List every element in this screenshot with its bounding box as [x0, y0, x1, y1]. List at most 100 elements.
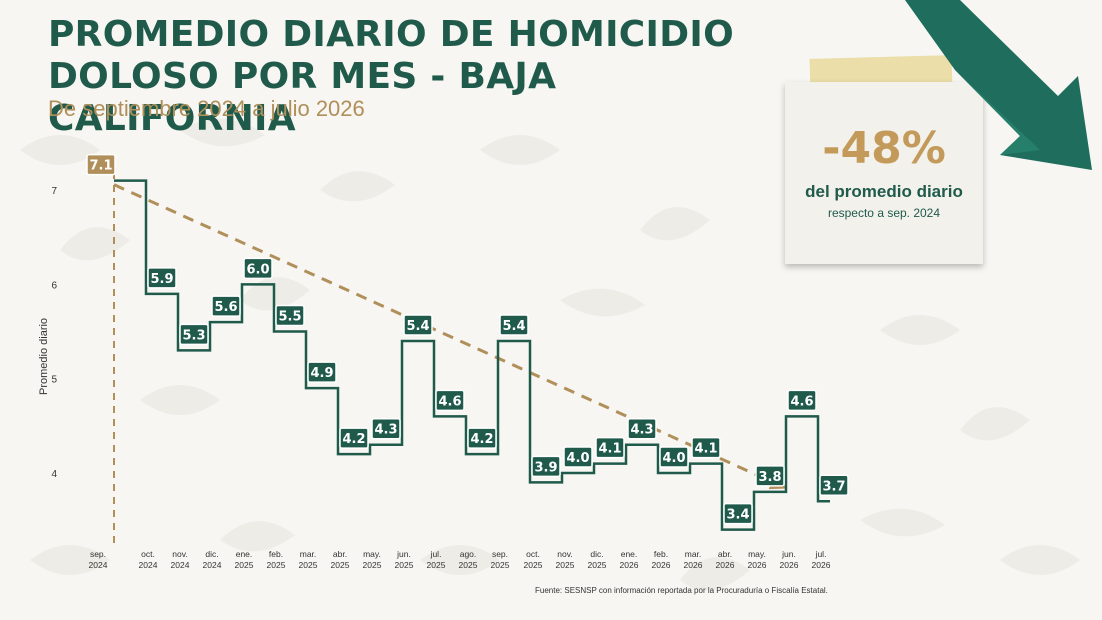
data-label: 4.3: [627, 417, 657, 440]
data-label-text: 4.1: [694, 442, 717, 457]
data-label-text: 4.2: [470, 432, 493, 447]
x-tick-month: mar.: [300, 549, 317, 559]
x-tick-label: mar.2025: [299, 549, 318, 570]
arrow-shade: [955, 70, 1040, 155]
data-label: 7.1: [86, 153, 116, 176]
data-label: 4.6: [435, 389, 465, 412]
data-label: 5.4: [499, 314, 529, 336]
x-tick-label: feb.2025: [267, 549, 286, 570]
data-label-box: [275, 304, 305, 327]
data-label-box: [147, 267, 177, 289]
page-subtitle: De septiembre 2024 a julio 2026: [48, 96, 365, 121]
data-label-box: [86, 153, 116, 176]
x-tick-month: sep.: [90, 549, 106, 559]
data-label: 5.5: [275, 304, 305, 327]
data-label-text: 3.9: [534, 460, 557, 475]
x-tick-month: oct.: [141, 549, 155, 559]
x-tick-month: jul.: [430, 549, 442, 559]
x-tick-label: nov.2024: [171, 549, 190, 570]
data-label: 3.4: [723, 502, 753, 525]
data-label-box: [403, 314, 433, 336]
data-label: 4.1: [691, 436, 721, 459]
x-tick-label: jun.2026: [780, 549, 799, 570]
x-tick-year: 2026: [716, 560, 735, 570]
x-tick-year: 2024: [89, 560, 108, 570]
data-label-box: [691, 436, 721, 459]
x-tick-year: 2026: [812, 560, 831, 570]
note-description: del promedio diario: [805, 182, 963, 201]
data-label-box: [563, 446, 593, 468]
data-label: 5.6: [211, 295, 241, 317]
data-label-box: [211, 295, 241, 317]
x-tick-label: ago.2025: [459, 549, 478, 570]
data-label: 4.2: [339, 427, 369, 449]
down-arrow-icon: [905, 0, 1092, 170]
y-tick-label: 4: [51, 469, 57, 480]
x-tick-month: jun.: [781, 549, 796, 559]
data-label-text: 7.1: [89, 159, 112, 174]
x-tick-year: 2026: [652, 560, 671, 570]
data-label-box: [243, 257, 273, 280]
x-tick-label: may.2025: [363, 549, 382, 570]
x-tick-year: 2024: [203, 560, 222, 570]
data-label: 4.0: [563, 446, 593, 468]
data-label: 3.9: [531, 455, 561, 478]
x-tick-month: ene.: [621, 549, 638, 559]
x-tick-label: sep.2024: [89, 549, 108, 570]
data-label-text: 4.6: [438, 394, 461, 409]
x-tick-year: 2025: [491, 560, 510, 570]
x-tick-label: jul.2025: [427, 549, 446, 570]
x-tick-month: oct.: [526, 549, 540, 559]
series-line: [114, 179, 830, 531]
data-label: 5.4: [403, 314, 433, 336]
data-label-text: 3.7: [822, 479, 845, 494]
x-tick-month: feb.: [269, 549, 283, 559]
x-tick-month: mar.: [685, 549, 702, 559]
x-tick-year: 2025: [556, 560, 575, 570]
data-label-text: 4.0: [566, 451, 589, 466]
data-label: 4.3: [371, 417, 401, 440]
data-label-box: [371, 417, 401, 440]
data-label-box: [339, 427, 369, 449]
x-tick-year: 2025: [588, 560, 607, 570]
x-tick-month: nov.: [172, 549, 187, 559]
data-label-text: 4.2: [342, 432, 365, 447]
data-label: 4.9: [307, 361, 337, 383]
source-note: Fuente: SESNSP con información reportada…: [535, 586, 828, 595]
data-label-text: 5.5: [278, 310, 301, 325]
data-label-box: [179, 323, 209, 346]
data-label-box: [787, 389, 817, 412]
x-tick-year: 2025: [459, 560, 478, 570]
x-tick-year: 2024: [139, 560, 158, 570]
data-label-box: [627, 417, 657, 440]
x-tick-month: feb.: [654, 549, 668, 559]
note-reference: respecto a sep. 2024: [827, 206, 941, 220]
data-label-text: 4.3: [630, 423, 653, 438]
x-tick-year: 2025: [524, 560, 543, 570]
x-tick-month: jul.: [815, 549, 827, 559]
x-tick-year: 2025: [267, 560, 286, 570]
trend-line: [113, 183, 773, 484]
x-tick-label: ene.2025: [235, 549, 254, 570]
data-label-text: 4.3: [374, 423, 397, 438]
x-tick-year: 2026: [780, 560, 799, 570]
x-tick-label: abr.2025: [331, 549, 350, 570]
data-label-box: [467, 427, 497, 449]
data-label-text: 3.8: [758, 470, 781, 485]
data-label: 4.6: [787, 389, 817, 412]
x-tick-label: dic.2025: [588, 549, 607, 570]
data-label: 3.7: [819, 474, 849, 497]
x-tick-label: jul.2026: [812, 549, 831, 570]
data-label-text: 4.0: [662, 451, 685, 466]
x-tick-month: sep.: [492, 549, 508, 559]
x-tick-month: abr.: [718, 549, 732, 559]
data-label-text: 4.9: [310, 366, 333, 381]
x-tick-label: nov.2025: [556, 549, 575, 570]
x-tick-month: jun.: [396, 549, 411, 559]
data-label-text: 6.0: [246, 262, 269, 277]
data-label: 5.3: [179, 323, 209, 346]
data-label-text: 5.9: [150, 272, 173, 287]
x-tick-label: oct.2025: [524, 549, 543, 570]
